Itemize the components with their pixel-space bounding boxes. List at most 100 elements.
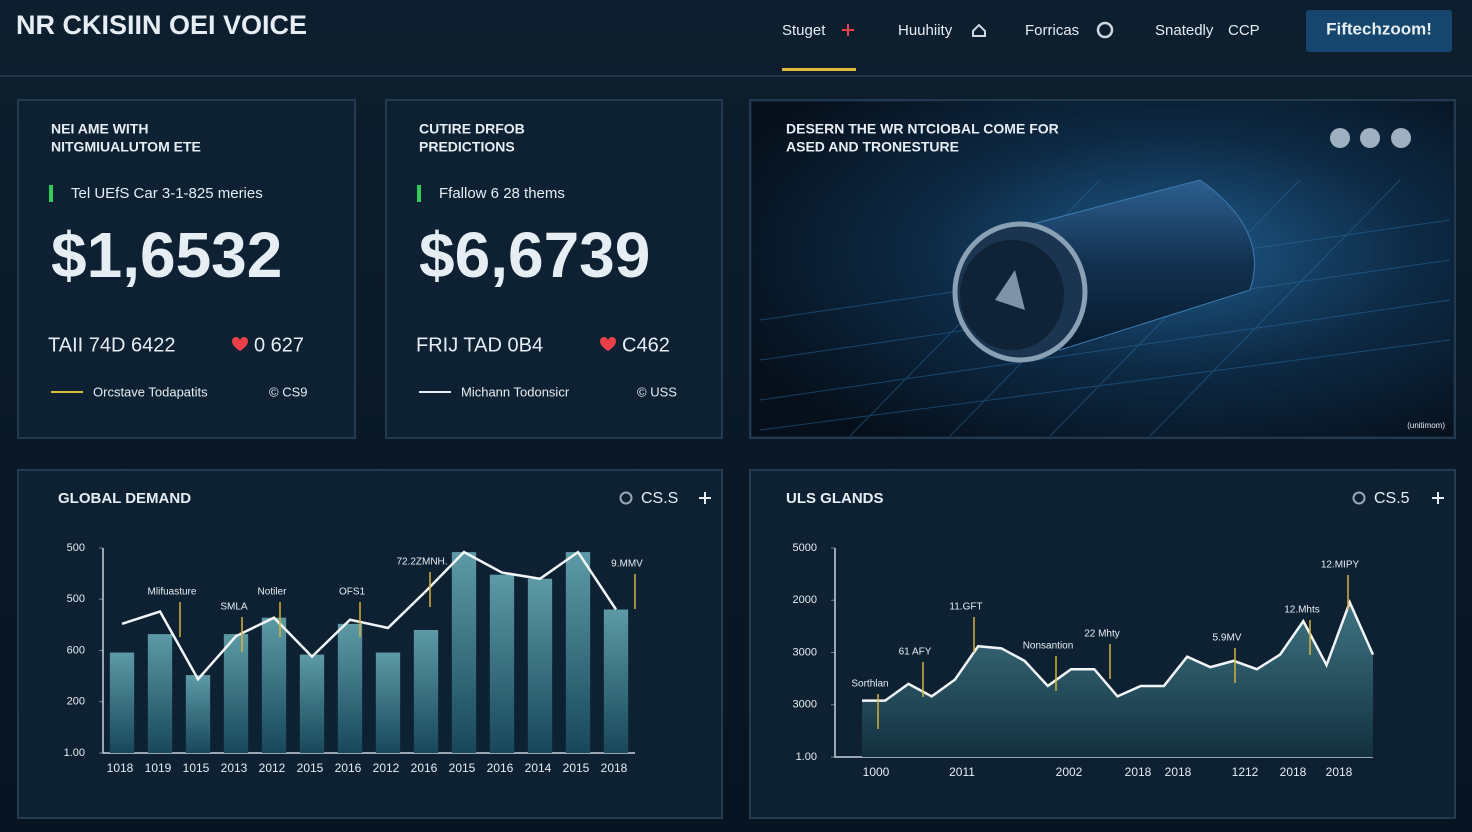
legend-label: Orcstave Todapatits — [93, 384, 208, 399]
panel-badge: CS.S — [641, 490, 678, 507]
x-tick-label: 2015 — [449, 761, 476, 775]
y-tick-label: 1.00 — [796, 751, 817, 763]
y-tick-label: 2000 — [793, 594, 817, 606]
annotation: 22 Mhty — [1084, 629, 1120, 640]
annotation: Notiler — [258, 587, 288, 598]
y-tick-label: 5000 — [793, 542, 817, 554]
nav-icon — [972, 23, 986, 37]
annotation: 9.MMV — [611, 559, 643, 570]
x-tick-label: 1019 — [145, 761, 172, 775]
annotation: SMLA — [220, 602, 248, 613]
panel-badge: CS.5 — [1374, 490, 1410, 507]
annotation: 72.2ZMNH. — [396, 557, 447, 568]
add-button[interactable] — [1432, 492, 1444, 504]
feature-cylinder — [952, 179, 1255, 363]
annotation: OFS1 — [339, 587, 366, 598]
bar — [413, 630, 439, 753]
x-tick-label: 2018 — [1326, 765, 1353, 779]
x-tick-label: 2018 — [1125, 765, 1152, 779]
area-line — [862, 599, 1375, 702]
card-title: PREDICTIONS — [419, 139, 515, 155]
panel-title: ULS GLANDS — [786, 490, 884, 507]
y-tick-label: 600 — [67, 644, 85, 656]
card-title: NEI AME WITH — [51, 121, 148, 137]
bar — [375, 652, 401, 753]
nav-item: Huuhiity — [898, 22, 953, 39]
x-tick-label: 2016 — [411, 761, 438, 775]
x-tick-label: 1212 — [1232, 765, 1259, 779]
card-value: $1,6532 — [51, 219, 282, 291]
nav-item: Snatedly — [1155, 22, 1214, 39]
card-stat: FRIJ TAD 0B4 — [416, 334, 543, 356]
card — [385, 99, 723, 439]
bar — [489, 574, 515, 753]
add-button[interactable] — [699, 492, 711, 504]
bar — [603, 609, 629, 753]
x-tick-label: 2018 — [1280, 765, 1307, 779]
bar — [527, 578, 553, 753]
feature-title: ASED AND TRONESTURE — [786, 139, 959, 155]
heart-icon — [232, 337, 248, 351]
x-tick-label: 1015 — [183, 761, 210, 775]
badge-icon — [619, 491, 633, 505]
card-subtitle: Tel UEfS Car 3-1-825 meries — [71, 185, 263, 202]
feature-icons[interactable] — [1330, 128, 1411, 148]
bar — [337, 623, 363, 753]
card-unit: © CS9 — [269, 384, 307, 399]
x-tick-label: 2014 — [525, 761, 552, 775]
card-subtitle: Ffallow 6 28 thems — [439, 185, 565, 202]
x-tick-label: 2015 — [563, 761, 590, 775]
header-button-label[interactable]: Fiftechzoom! — [1326, 19, 1432, 38]
legend-label: Michann Todonsicr — [461, 384, 570, 399]
nav-item: CCP — [1228, 22, 1260, 39]
annotation: 11.GFT — [949, 602, 982, 613]
y-tick-label: 500 — [67, 593, 85, 605]
x-tick-label: 2015 — [297, 761, 324, 775]
status-indicator — [49, 185, 53, 202]
card-stat-secondary: 0 627 — [254, 334, 304, 356]
badge-icon — [1352, 491, 1366, 505]
annotation: Sorthlan — [851, 679, 888, 690]
bar — [147, 634, 173, 753]
trend-line — [121, 550, 618, 682]
bar — [261, 617, 287, 753]
bar — [185, 675, 211, 753]
x-tick-label: 1018 — [107, 761, 134, 775]
x-tick-label: 2012 — [259, 761, 286, 775]
x-tick-label: 1000 — [863, 765, 890, 779]
card-value: $6,6739 — [419, 219, 650, 291]
x-tick-label: 2016 — [335, 761, 362, 775]
header-button[interactable] — [1306, 10, 1452, 52]
feature-title: DESERN THE WR NTCIOBAL COME FOR — [786, 121, 1059, 137]
x-tick-label: 2013 — [221, 761, 248, 775]
feature-caption: (unitimom) — [1407, 421, 1445, 430]
card-stat: TAII 74D 6422 — [48, 334, 175, 356]
annotation: Mlifuasture — [148, 587, 197, 598]
bar — [565, 552, 591, 753]
x-tick-label: 2018 — [601, 761, 628, 775]
card-stat-secondary: C462 — [622, 334, 670, 356]
status-indicator — [417, 185, 421, 202]
annotation: 12.Mhts — [1284, 605, 1320, 616]
x-tick-label: 2016 — [487, 761, 514, 775]
x-tick-label: 2002 — [1056, 765, 1083, 779]
bar — [451, 552, 477, 753]
annotation: 61 AFY — [899, 647, 932, 658]
annotation: 5.9MV — [1213, 633, 1242, 644]
y-tick-label: 1.00 — [64, 747, 85, 759]
area — [862, 602, 1373, 757]
annotation: 12.MIPY — [1321, 560, 1360, 571]
nav-icon — [842, 24, 854, 36]
heart-icon — [600, 337, 616, 351]
x-tick-label: 2011 — [949, 765, 975, 779]
card-title: CUTIRE DRFOB — [419, 121, 525, 137]
card — [17, 99, 356, 439]
nav-item: Forricas — [1025, 22, 1079, 39]
bar — [109, 652, 135, 753]
nav-active-indicator — [782, 68, 856, 71]
panel-title: GLOBAL DEMAND — [58, 490, 191, 507]
nav-icon — [1096, 21, 1114, 39]
y-tick-label: 200 — [67, 696, 85, 708]
y-tick-label: 3000 — [793, 699, 817, 711]
